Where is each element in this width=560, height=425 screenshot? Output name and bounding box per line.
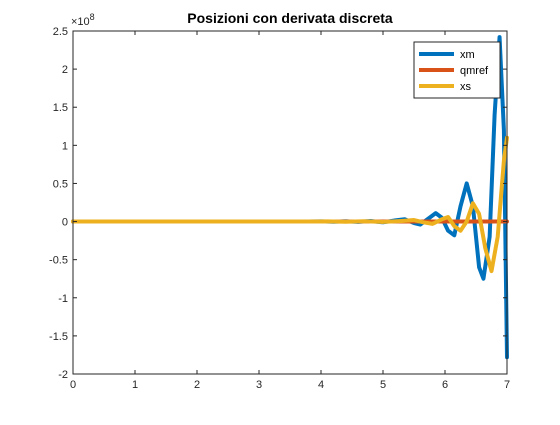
y-tick-label: -2 <box>58 369 68 381</box>
y-exponent-power: 8 <box>90 12 95 22</box>
y-exponent-base: ×10 <box>71 16 90 28</box>
chart-title: Posizioni con derivata discreta <box>187 10 393 26</box>
y-tick-label: 0.5 <box>53 178 68 190</box>
y-tick-label: -0.5 <box>49 255 68 267</box>
legend[interactable]: xm qmref xs <box>413 41 501 99</box>
x-tick-label: 0 <box>70 379 76 391</box>
legend-label: xm <box>460 49 475 61</box>
x-tick-label: 3 <box>256 379 262 391</box>
y-tick-label: 2 <box>62 64 68 76</box>
y-tick-label: 2.5 <box>53 26 68 38</box>
axes-box <box>72 30 508 375</box>
series-layer <box>71 35 509 360</box>
y-exponent-label: ×108 <box>71 12 95 28</box>
y-tick-label: 0 <box>62 217 68 229</box>
y-tick-label: 1 <box>62 140 68 152</box>
legend-label: qmref <box>460 65 489 77</box>
legend-item-xm[interactable]: xm <box>419 49 475 61</box>
x-tick-label: 1 <box>132 379 138 391</box>
x-tick-label: 5 <box>380 379 386 391</box>
y-tick-label: 1.5 <box>53 102 68 114</box>
legend-item-xs[interactable]: xs <box>419 81 472 93</box>
y-tick-label: -1.5 <box>49 331 68 343</box>
x-tick-label: 2 <box>194 379 200 391</box>
x-tick-label: 4 <box>318 379 324 391</box>
legend-item-qmref[interactable]: qmref <box>419 65 489 77</box>
x-tick-label: 6 <box>442 379 448 391</box>
ticks-layer: 0 1 2 3 4 5 6 7 2.5 2 1.5 1 0.5 0 -0.5 -1 -1.5 -2 <box>49 26 510 391</box>
y-tick-label: -1 <box>58 293 68 305</box>
x-tick-label: 7 <box>504 379 510 391</box>
legend-label: xs <box>460 81 472 93</box>
series-line-xs <box>71 135 509 274</box>
